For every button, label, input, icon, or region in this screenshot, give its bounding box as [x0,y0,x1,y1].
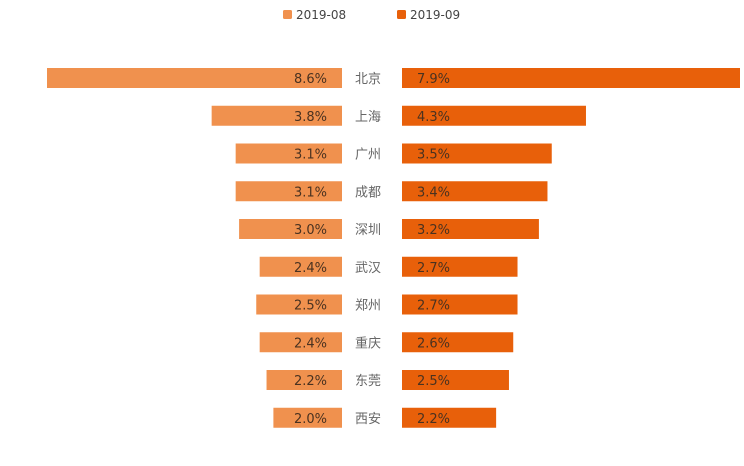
bar-2019-08-1[interactable] [211,105,342,126]
bar-2019-09-2[interactable] [402,143,552,164]
data-label-2019-09-1: 4.3% [417,110,450,125]
bar-2019-09-5[interactable] [402,256,518,277]
bar-2019-09-7[interactable] [402,332,514,353]
category-label-8: 东莞 [355,374,381,389]
legend-swatch [397,10,406,19]
data-label-2019-09-0: 7.9% [417,72,450,87]
category-label-5: 武汉 [355,261,381,276]
category-label-1: 上海 [355,110,381,125]
data-label-2019-09-4: 3.2% [417,223,450,238]
bar-2019-08-9[interactable] [273,407,342,428]
bar-2019-09-1[interactable] [402,105,586,126]
legend: 2019-08 2019-09 [283,8,460,22]
bar-2019-08-7[interactable] [259,332,342,353]
data-label-2019-08-7: 2.4% [294,336,327,351]
bar-2019-09-8[interactable] [402,370,509,390]
bar-2019-09-9[interactable] [402,407,497,428]
data-label-2019-08-5: 2.4% [294,261,327,276]
category-label-9: 西安 [355,412,381,427]
data-label-2019-09-9: 2.2% [417,412,450,427]
data-label-2019-09-5: 2.7% [417,261,450,276]
data-label-2019-08-0: 8.6% [294,72,327,87]
data-label-2019-09-8: 2.5% [417,374,450,389]
data-label-2019-08-8: 2.2% [294,374,327,389]
category-label-3: 成都 [355,185,381,200]
data-label-2019-08-4: 3.0% [294,223,327,238]
category-label-2: 广州 [355,148,381,163]
bar-2019-08-6[interactable] [256,294,342,315]
bar-2019-08-0[interactable] [47,68,342,88]
bar-2019-08-4[interactable] [239,219,342,239]
data-label-2019-09-2: 3.5% [417,148,450,163]
data-label-2019-09-6: 2.7% [417,299,450,314]
category-label-7: 重庆 [355,335,381,351]
bar-2019-08-8[interactable] [266,370,342,390]
series-2019-08: 8.6% 3.8% 3.1% 3.1% 3.0% 2.4% 2.5% 2.4% 2.2% 2.0% [47,68,342,428]
legend-label: 2019-09 [410,8,460,22]
legend-swatch [283,10,292,19]
bar-2019-09-6[interactable] [402,294,518,315]
bar-2019-08-3[interactable] [235,181,342,202]
series-2019-09: 7.9% 4.3% 3.5% 3.4% 3.2% 2.7% 2.7% 2.6% 2.5% 2.2% [402,68,740,428]
data-label-2019-09-7: 2.6% [417,336,450,351]
data-label-2019-08-3: 3.1% [294,185,327,200]
category-label-6: 郑州 [355,299,381,314]
category-label-0: 北京 [355,72,381,87]
legend-item-2019-09[interactable]: 2019-09 [397,8,460,22]
bar-2019-09-4[interactable] [402,219,539,239]
bar-2019-09-3[interactable] [402,181,548,202]
data-label-2019-08-9: 2.0% [294,412,327,427]
data-label-2019-08-6: 2.5% [294,299,327,314]
legend-label: 2019-08 [296,8,346,22]
bar-2019-08-5[interactable] [259,256,342,277]
bar-2019-09-0[interactable] [402,68,740,88]
data-label-2019-09-3: 3.4% [417,185,450,200]
data-label-2019-08-1: 3.8% [294,110,327,125]
legend-item-2019-08[interactable]: 2019-08 [283,8,346,22]
data-label-2019-08-2: 3.1% [294,148,327,163]
bar-2019-08-2[interactable] [235,143,342,164]
category-label-4: 深圳 [355,223,381,238]
